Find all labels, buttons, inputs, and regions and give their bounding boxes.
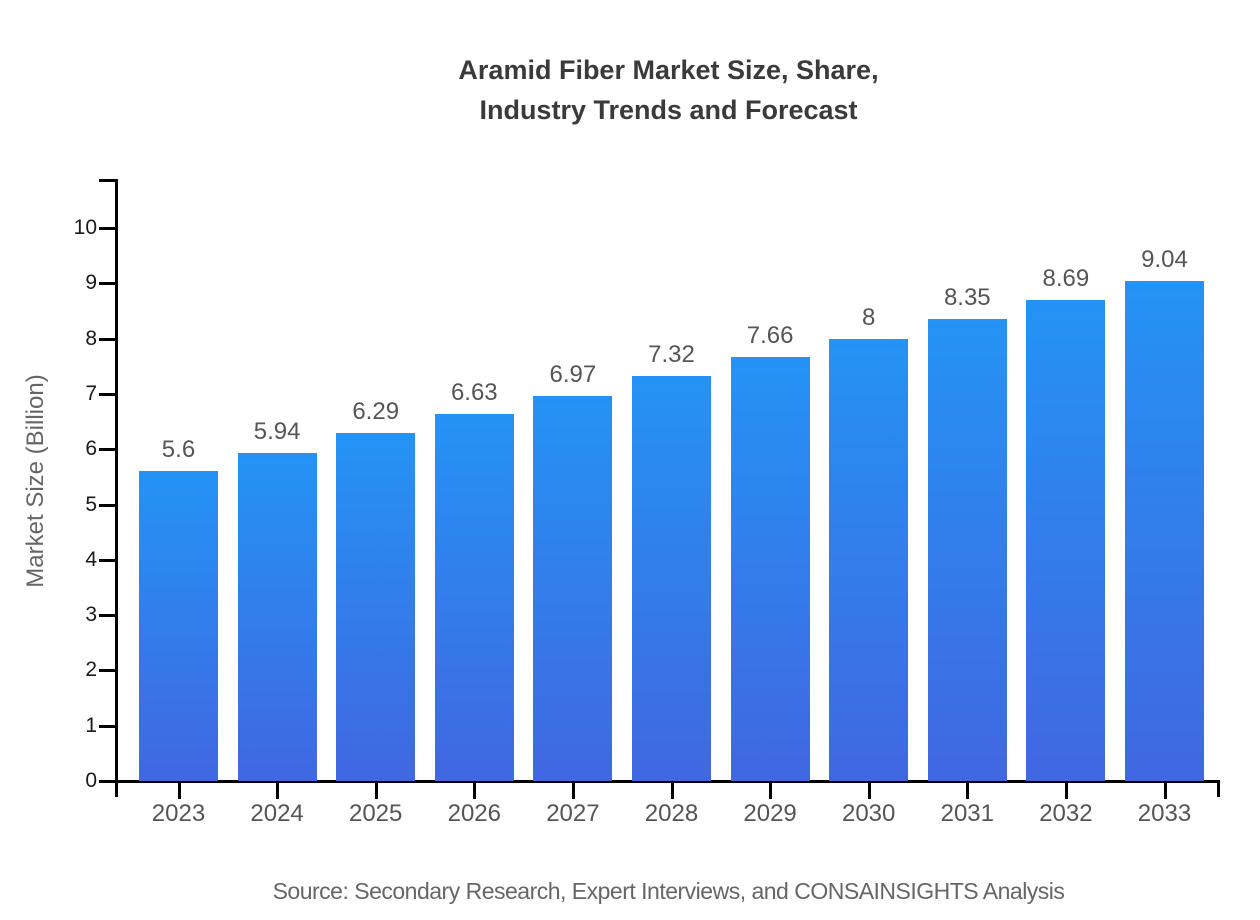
- bar-value-label: 6.97: [549, 360, 597, 388]
- bar: [829, 338, 909, 781]
- chart-title-line-1: Aramid Fiber Market Size, Share,: [458, 55, 879, 85]
- y-axis-tick-label: 1: [85, 713, 97, 737]
- y-axis-tick-label: 10: [73, 216, 97, 239]
- y-axis-tick-label: 7: [85, 381, 97, 405]
- bar: [1026, 300, 1106, 781]
- x-axis-tick-label: 2032: [1039, 800, 1093, 827]
- x-axis-tick-label: 2024: [250, 800, 304, 827]
- y-axis-tick: [99, 724, 115, 728]
- bar: [533, 395, 613, 781]
- x-axis-tick-label: 2023: [151, 800, 206, 827]
- y-axis-tick: [99, 448, 115, 452]
- bar: [434, 414, 514, 781]
- x-axis-tick-label: 2028: [644, 800, 699, 827]
- bar: [632, 376, 711, 781]
- bar: [1125, 281, 1204, 781]
- bar: [730, 357, 810, 781]
- bar: [139, 471, 218, 781]
- y-axis-tick-label: 2: [85, 658, 97, 682]
- x-axis-tick-label: 2031: [940, 800, 994, 827]
- x-axis-tick-label: 2027: [546, 800, 600, 827]
- bar-value-label: 7.66: [746, 322, 794, 350]
- x-axis-tick: [374, 783, 378, 799]
- y-axis-tick: [99, 558, 115, 562]
- x-axis-tick-label: 2033: [1137, 800, 1192, 827]
- bar-value-label: 8: [862, 303, 876, 331]
- bar-value-label: 6.63: [450, 379, 498, 407]
- y-axis-tick-label: 0: [85, 769, 97, 792]
- y-axis-tick: [99, 780, 115, 783]
- bar: [927, 319, 1007, 781]
- bar-value-label: 6.29: [352, 398, 400, 426]
- chart-title: Aramid Fiber Market Size, Share, Industr…: [117, 50, 1220, 130]
- x-axis-tick-label: 2029: [743, 800, 797, 827]
- y-axis-tick-label: 8: [85, 326, 97, 350]
- source-attribution: Source: Secondary Research, Expert Inter…: [272, 878, 1065, 904]
- y-axis-tick: [99, 503, 115, 507]
- x-axis-tick: [867, 783, 871, 799]
- y-axis-tick: [99, 614, 115, 618]
- x-axis-line: [115, 780, 1220, 783]
- bar-value-label: 8.69: [1042, 265, 1090, 293]
- x-axis-tick: [769, 783, 773, 799]
- chart-title-line-2: Industry Trends and Forecast: [479, 95, 858, 125]
- bar-value-label: 9.04: [1141, 246, 1188, 274]
- x-axis-tick: [966, 783, 970, 799]
- y-axis-tick-label: 5: [85, 492, 97, 516]
- x-axis-tick: [473, 783, 477, 799]
- x-axis-tick: [571, 783, 575, 799]
- y-axis-tick-label: 4: [85, 547, 97, 571]
- bar-value-label: 5.6: [161, 436, 196, 464]
- x-axis-tick: [1163, 783, 1167, 799]
- bar: [237, 452, 317, 781]
- x-axis-tick: [177, 783, 181, 799]
- x-axis-tick-label: 2030: [841, 800, 896, 827]
- x-axis-tick: [276, 783, 280, 799]
- y-axis-tick: [99, 337, 115, 341]
- y-axis-tick-label: 6: [85, 437, 97, 461]
- x-axis-left-cap: [115, 783, 118, 797]
- y-axis-tick: [99, 227, 115, 230]
- y-axis-tick: [99, 282, 115, 286]
- bar-value-label: 7.32: [648, 341, 695, 369]
- y-axis-tick-label: 3: [85, 603, 97, 627]
- x-axis-tick: [670, 783, 674, 799]
- x-axis-tick: [1064, 783, 1068, 799]
- x-axis-tick-label: 2026: [447, 800, 501, 827]
- x-axis-right-cap: [1217, 783, 1220, 797]
- bar-value-label: 8.35: [943, 284, 991, 312]
- y-axis-tick: [99, 669, 115, 673]
- y-axis-tick: [99, 392, 115, 396]
- bar-value-label: 5.94: [253, 417, 301, 445]
- y-axis-line: [115, 179, 118, 783]
- x-axis-tick-label: 2025: [348, 800, 403, 827]
- y-axis-tick-label: 9: [85, 271, 97, 295]
- y-axis-top-cap: [99, 179, 115, 182]
- bar: [336, 433, 416, 781]
